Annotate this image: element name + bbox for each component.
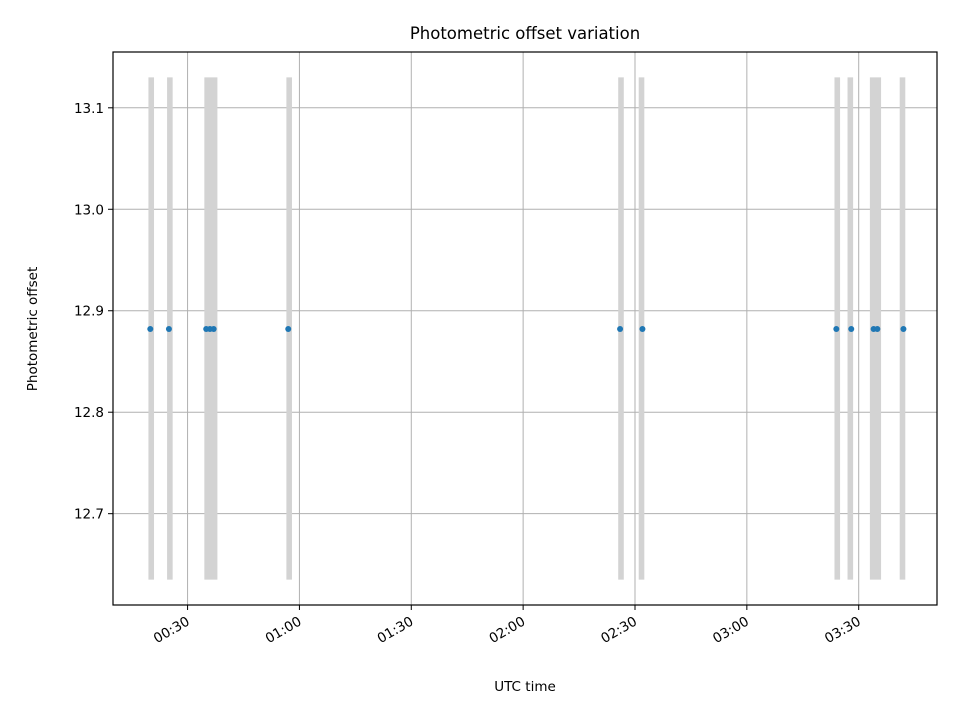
data-point	[833, 326, 840, 333]
point-layer	[147, 326, 907, 333]
y-axis-label: Photometric offset	[25, 267, 41, 391]
x-tick-label: 00:30	[151, 614, 193, 647]
y-axis: 12.7 12.8 12.9 13.0 13.1	[74, 101, 113, 523]
x-axis-label: UTC time	[494, 679, 556, 695]
chart-title: Photometric offset variation	[410, 24, 640, 43]
x-tick-label: 01:00	[263, 614, 305, 647]
data-point	[848, 326, 855, 333]
data-point	[210, 326, 217, 333]
y-tick-label: 12.9	[74, 304, 104, 320]
data-point	[165, 326, 172, 333]
data-point	[285, 326, 292, 333]
grid-layer	[113, 52, 937, 605]
x-tick-label: 02:00	[486, 614, 528, 647]
y-tick-label: 13.1	[74, 101, 104, 117]
data-point	[639, 326, 646, 333]
x-tick-label: 03:00	[710, 614, 752, 647]
band-layer	[148, 77, 906, 580]
data-point	[147, 326, 154, 333]
x-tick-label: 03:30	[822, 614, 864, 647]
y-tick-label: 12.7	[74, 507, 104, 523]
y-tick-label: 12.8	[74, 405, 104, 421]
data-point	[617, 326, 624, 333]
y-tick-label: 13.0	[74, 202, 104, 218]
x-axis: 00:30 01:00 01:30 02:00 02:30 03:00 03:30	[151, 605, 864, 647]
x-tick-label: 01:30	[375, 614, 417, 647]
x-tick-label: 02:30	[598, 614, 640, 647]
data-point	[874, 326, 881, 333]
data-point	[900, 326, 907, 333]
plot-frame	[112, 51, 938, 606]
